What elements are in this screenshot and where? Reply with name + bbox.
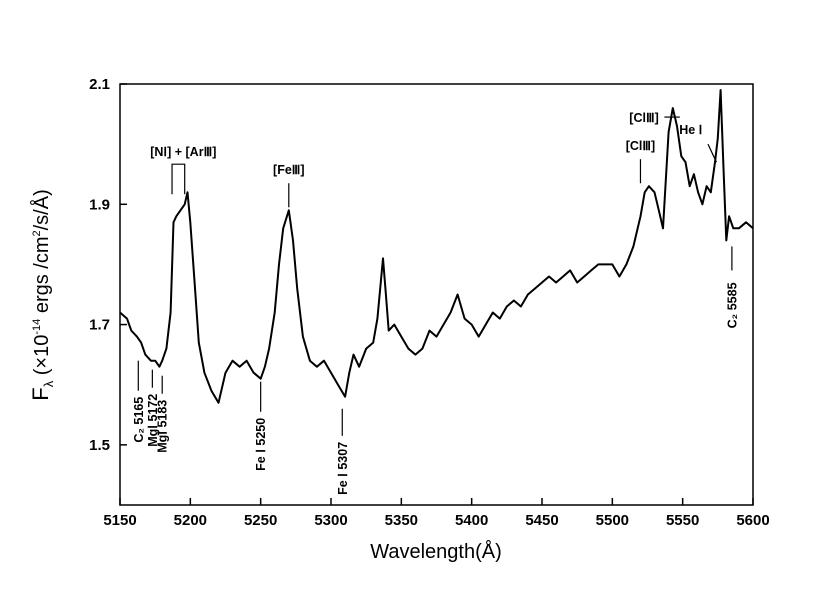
annotation-mgi-5172: MgⅠ 5172 <box>146 369 160 447</box>
annotation-leader <box>707 143 717 163</box>
annotation-label: [FeⅢ] <box>273 163 305 177</box>
x-tick-label: 5400 <box>455 512 488 529</box>
series-line-spectrum <box>119 89 754 404</box>
y-title-sub: λ <box>41 380 56 387</box>
y-title-exp2: 2 <box>31 230 43 236</box>
y-tick-label: 2.1 <box>89 76 110 93</box>
annotation-label: MgⅠ 5172 <box>146 394 160 447</box>
annotation-fei-5250: Fe Ⅰ 5250 <box>254 381 268 471</box>
y-tick-label: 1.5 <box>89 437 110 454</box>
annotation-label: He Ⅰ <box>679 123 702 137</box>
y-title-exp: -14 <box>31 319 43 335</box>
x-axis-title: Wavelength(Å) <box>370 540 502 563</box>
x-tick-label: 5450 <box>525 512 558 529</box>
x-tick-label: 5200 <box>174 512 207 529</box>
annotation-ni-ariii: [NⅠ] + [ArⅢ] <box>150 145 216 195</box>
annotation-feiii: [FeⅢ] <box>273 163 305 208</box>
annotation-mgi-5183: MgⅠ 5183 <box>156 375 170 453</box>
line-annotations: [NⅠ] + [ArⅢ][FeⅢ][ClⅢ][ClⅢ]He ⅠC₂ 5165 Mg… <box>132 111 740 495</box>
y-axis-ticks: 1.5 1.7 1.9 2.1 <box>89 76 127 454</box>
annotation-c2-5165: C₂ 5165 <box>132 360 146 443</box>
annotation-fei-5307: Fe Ⅰ 5307 <box>336 408 350 495</box>
x-tick-label: 5550 <box>666 512 699 529</box>
x-tick-label: 5250 <box>244 512 277 529</box>
annotation-label: [ClⅢ] <box>626 139 655 153</box>
y-title-end: /s/Å) <box>30 189 53 230</box>
x-tick-label: 5600 <box>736 512 769 529</box>
annotation-label: MgⅠ 5183 <box>156 400 170 453</box>
annotation-hei: He Ⅰ <box>679 123 717 163</box>
annotation-label: C₂ 5585 <box>725 282 739 328</box>
y-title-main: F <box>28 387 53 400</box>
plot-frame <box>119 83 754 506</box>
y-title-mid: ergs /cm <box>31 236 53 318</box>
annotation-label: C₂ 5165 <box>132 397 146 443</box>
x-tick-label: 5300 <box>314 512 347 529</box>
x-tick-label: 5500 <box>596 512 629 529</box>
annotation-label: Fe Ⅰ 5250 <box>254 418 268 471</box>
y-axis-title: Fλ (×10-14 ergs /cm2/s/Å) <box>28 189 56 401</box>
annotation-cliii-2: [ClⅢ] <box>629 111 680 125</box>
annotation-cliii-1: [ClⅢ] <box>626 139 655 184</box>
annotation-label: [NⅠ] + [ArⅢ] <box>150 145 216 159</box>
y-tick-label: 1.7 <box>89 317 110 334</box>
x-axis-ticks: 5150 5200 5250 5300 5350 5400 5450 5500 5550 5600 <box>103 498 770 529</box>
annotation-c2-5585: C₂ 5585 <box>725 246 739 328</box>
annotation-label: Fe Ⅰ 5307 <box>336 442 350 495</box>
annotation-label: [ClⅢ] <box>629 111 658 125</box>
y-title-open: (×10 <box>31 335 53 381</box>
x-tick-label: 5350 <box>385 512 418 529</box>
annotation-bracket <box>171 163 186 195</box>
x-tick-label: 5150 <box>103 512 136 529</box>
y-tick-label: 1.9 <box>89 196 110 213</box>
